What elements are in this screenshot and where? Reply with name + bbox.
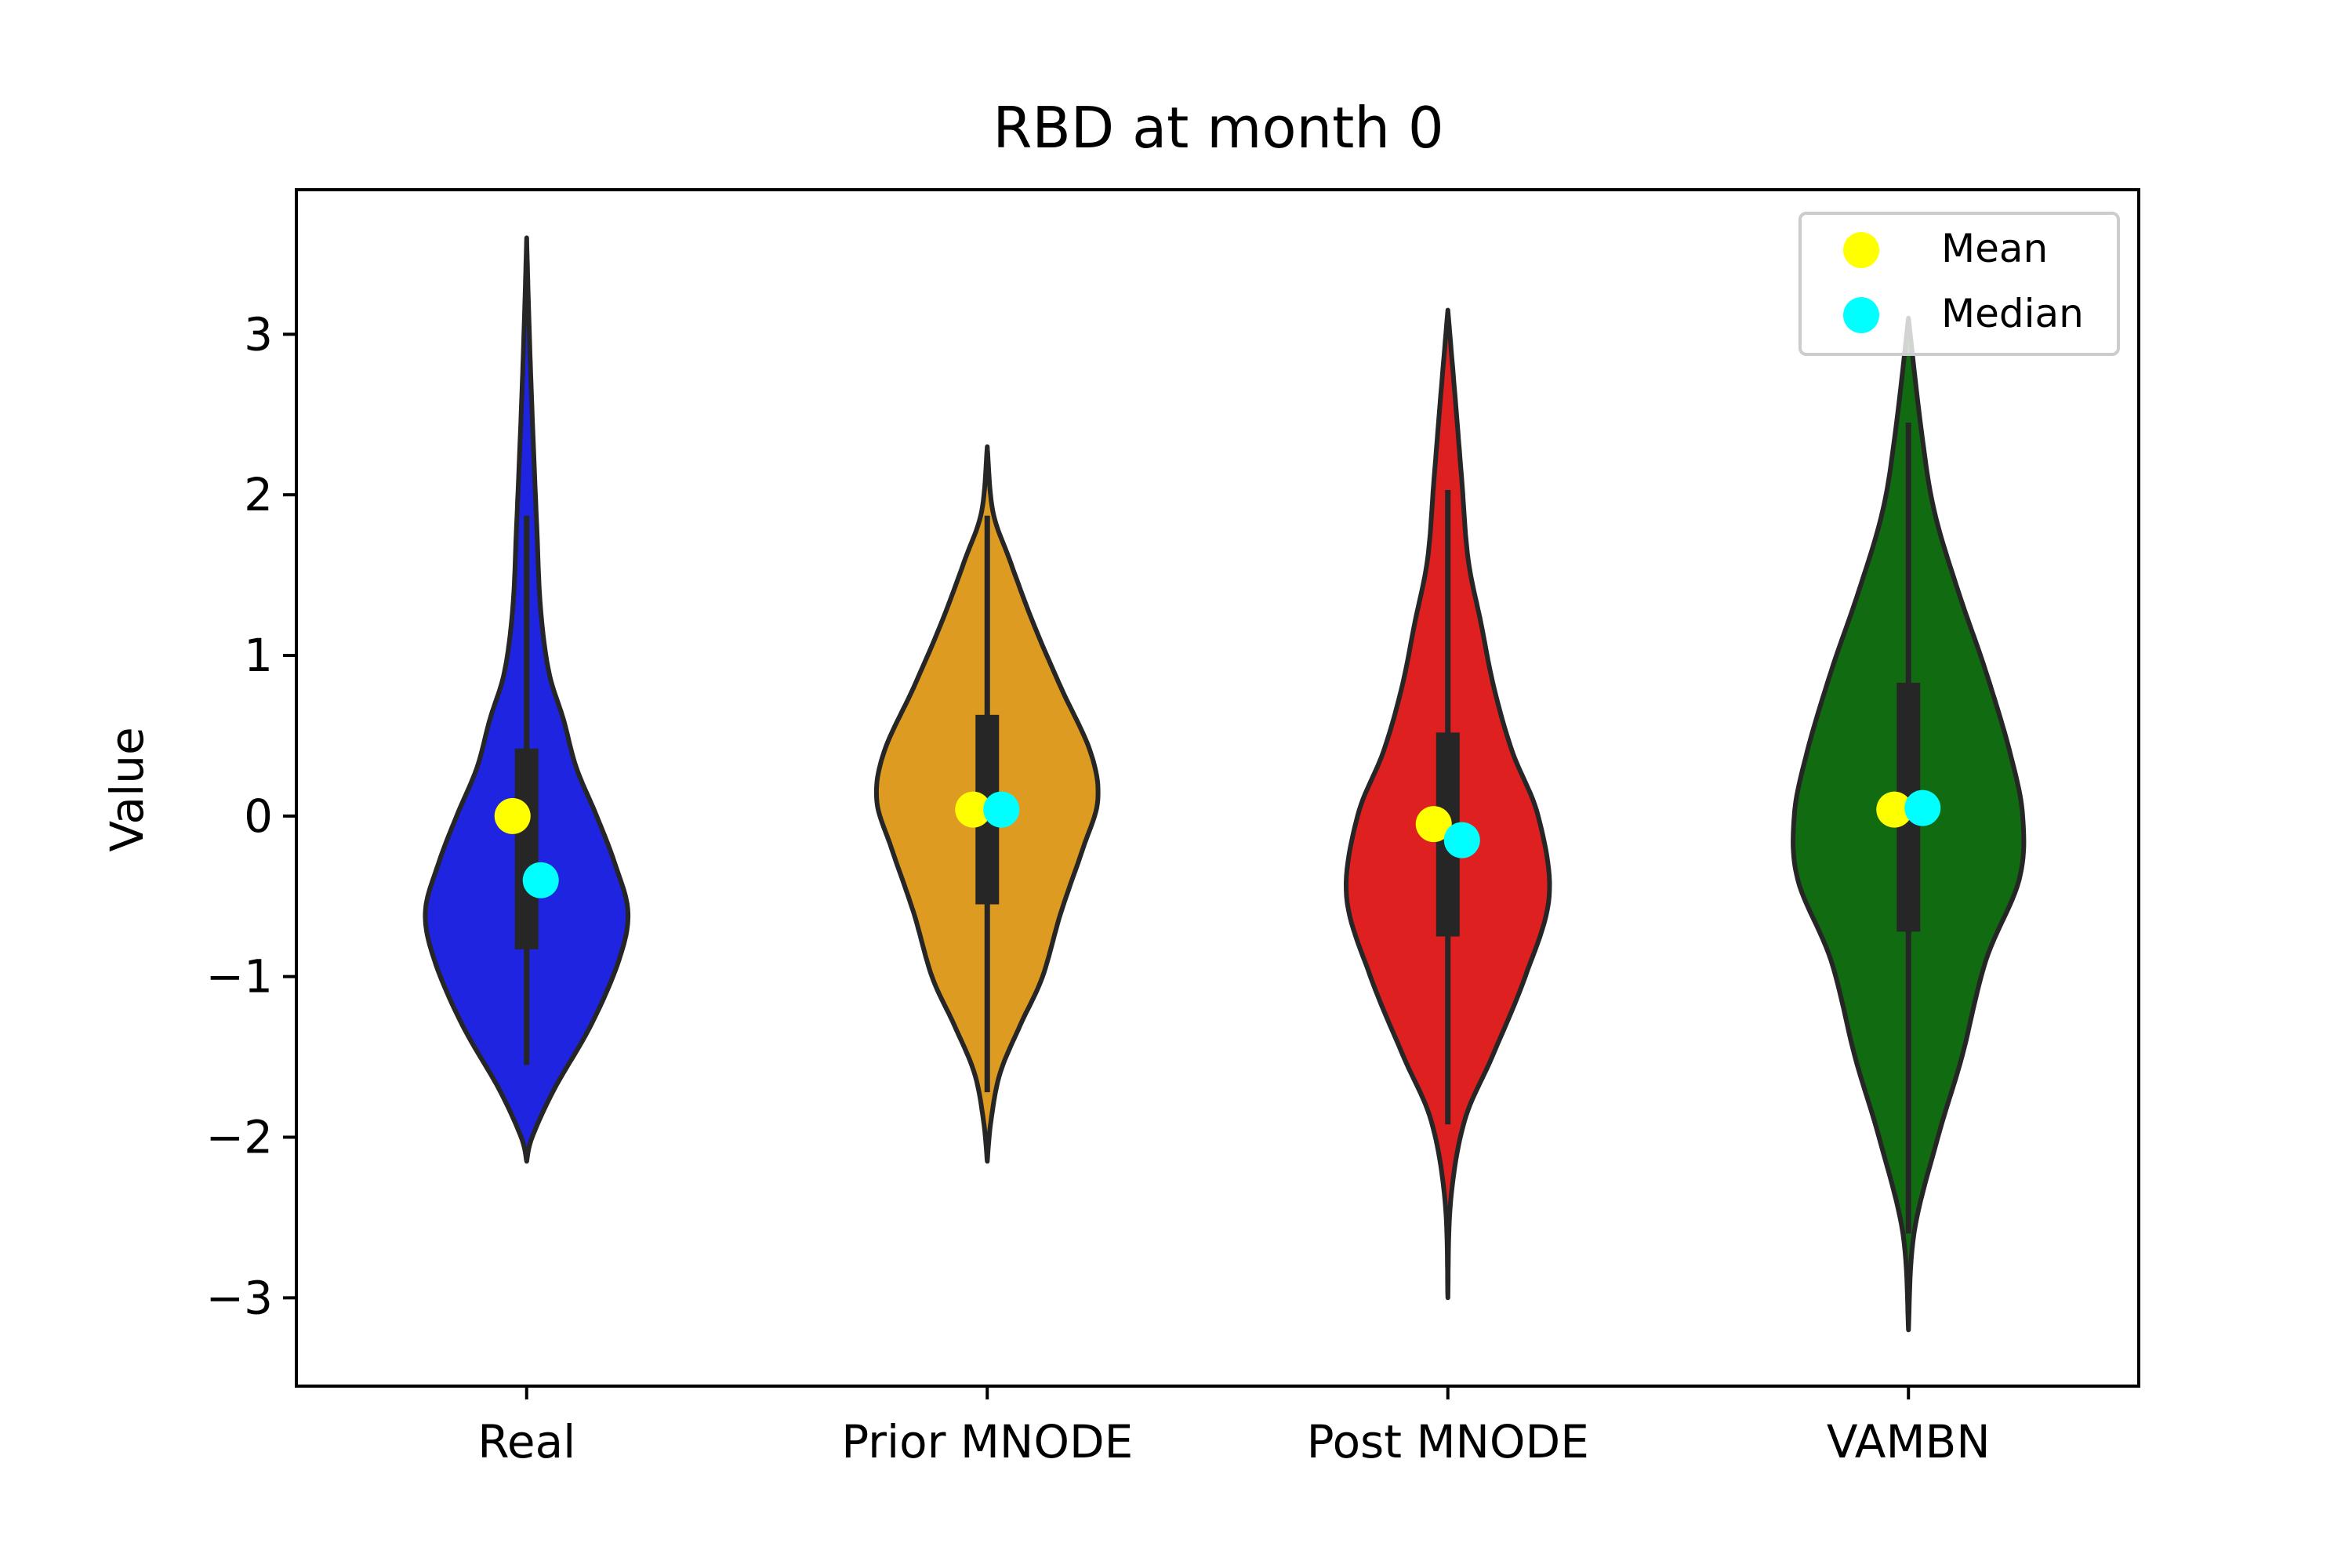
legend-box xyxy=(1798,212,2120,356)
y-tick-label-1: 2 xyxy=(244,468,273,521)
mean-marker-real xyxy=(494,797,531,834)
y-axis-ticks: 3 2 1 0 −1 −2 −3 xyxy=(206,307,296,1324)
x-tick-label-post-mnode: Post MNODE xyxy=(1307,1415,1589,1468)
legend-mean-marker xyxy=(1843,232,1879,268)
y-tick-label-4: −1 xyxy=(206,950,274,1004)
mean-marker-post-mnode xyxy=(1415,806,1452,843)
legend: Mean Median xyxy=(1798,212,2120,356)
mean-marker-prior-mnode xyxy=(955,791,992,828)
violin-layer xyxy=(423,235,2027,1333)
mean-marker-vambn xyxy=(1876,791,1913,828)
x-axis-ticks: Real Prior MNODE Post MNODE VAMBN xyxy=(477,1386,1991,1468)
median-marker-prior-mnode xyxy=(983,791,1020,828)
median-marker-real xyxy=(522,862,559,898)
iqr-box-real xyxy=(514,748,539,949)
y-tick-label-2: 1 xyxy=(244,629,273,682)
chart-title: RBD at month 0 xyxy=(993,95,1443,161)
x-tick-label-vambn: VAMBN xyxy=(1827,1415,1991,1468)
plot-frame xyxy=(295,188,2140,1388)
x-tick-label-real: Real xyxy=(477,1415,575,1468)
y-tick-label-6: −3 xyxy=(206,1271,274,1324)
legend-mean-label: Mean xyxy=(1941,226,2048,271)
y-tick-label-5: −2 xyxy=(206,1111,274,1164)
y-tick-label-3: 0 xyxy=(244,789,273,843)
median-marker-post-mnode xyxy=(1443,822,1480,858)
median-marker-vambn xyxy=(1904,789,1941,826)
legend-median-marker xyxy=(1843,297,1879,333)
y-tick-label-0: 3 xyxy=(244,307,273,361)
y-axis-label: Value xyxy=(100,727,154,851)
x-tick-label-prior-mnode: Prior MNODE xyxy=(841,1415,1133,1468)
legend-median-label: Median xyxy=(1941,291,2084,336)
